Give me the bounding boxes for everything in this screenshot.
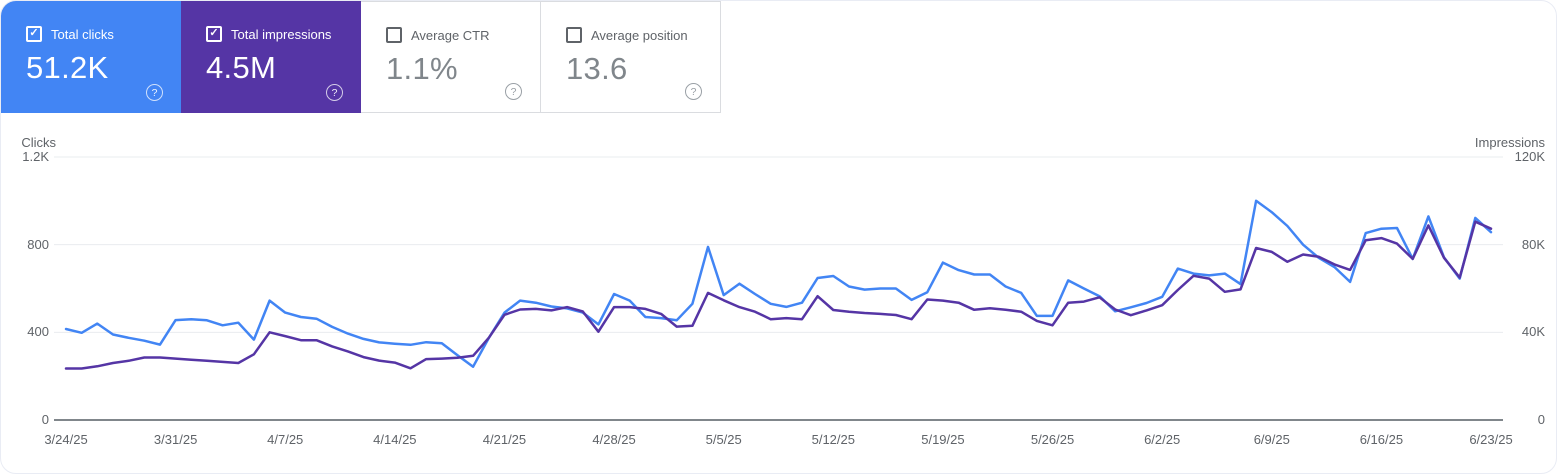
x-axis-tick: 5/12/25 bbox=[811, 432, 855, 447]
left-axis-tick: 800 bbox=[27, 236, 49, 252]
metric-cards-row: ✓ Total clicks 51.2K ? ✓ Total impressio… bbox=[1, 1, 721, 113]
metric-card-label: Total impressions bbox=[231, 26, 332, 42]
total-impressions-checkbox[interactable]: ✓ bbox=[206, 26, 222, 42]
x-axis-tick: 6/16/25 bbox=[1359, 432, 1404, 447]
check-icon: ✓ bbox=[29, 27, 39, 39]
x-axis-tick: 4/7/25 bbox=[267, 432, 304, 447]
x-axis-tick: 3/24/25 bbox=[44, 432, 88, 447]
x-axis-tick: 5/26/25 bbox=[1030, 432, 1075, 447]
check-icon: ✓ bbox=[209, 27, 219, 39]
x-axis-tick: 4/28/25 bbox=[592, 432, 636, 447]
left-axis-tick: 0 bbox=[41, 412, 49, 427]
metric-card-average-ctr[interactable]: ✓ Average CTR 1.1% ? bbox=[361, 1, 541, 113]
metric-card-value: 51.2K bbox=[26, 50, 109, 85]
help-icon[interactable]: ? bbox=[326, 84, 343, 101]
metric-card-label: Average position bbox=[591, 27, 688, 43]
x-axis-tick: 4/14/25 bbox=[373, 432, 417, 447]
right-axis-tick: 0 bbox=[1537, 412, 1545, 427]
help-icon[interactable]: ? bbox=[685, 83, 702, 100]
x-axis-tick: 5/19/25 bbox=[921, 432, 965, 447]
help-icon[interactable]: ? bbox=[505, 83, 522, 100]
x-axis-tick: 6/2/25 bbox=[1144, 432, 1181, 447]
average-position-checkbox[interactable]: ✓ bbox=[566, 27, 582, 43]
left-axis-tick: 1.2K bbox=[22, 149, 49, 164]
x-axis-tick: 4/21/25 bbox=[482, 432, 527, 447]
metric-card-label: Total clicks bbox=[51, 26, 114, 42]
metric-card-value: 13.6 bbox=[566, 51, 628, 86]
metric-card-value: 1.1% bbox=[386, 51, 458, 86]
total-impressions-line[interactable] bbox=[64, 220, 1493, 370]
x-axis-tick: 6/23/25 bbox=[1469, 432, 1513, 447]
left-axis-title: Clicks bbox=[21, 135, 56, 150]
metric-card-total-clicks[interactable]: ✓ Total clicks 51.2K ? bbox=[1, 1, 181, 113]
average-ctr-checkbox[interactable]: ✓ bbox=[386, 27, 402, 43]
total-clicks-line[interactable] bbox=[64, 199, 1493, 368]
metric-card-label: Average CTR bbox=[411, 27, 490, 43]
metric-card-average-position[interactable]: ✓ Average position 13.6 ? bbox=[541, 1, 721, 113]
x-axis-tick: 5/5/25 bbox=[705, 432, 742, 447]
x-axis-tick: 3/31/25 bbox=[153, 432, 198, 447]
x-axis-tick: 6/9/25 bbox=[1253, 432, 1290, 447]
left-axis-tick: 400 bbox=[27, 324, 49, 340]
right-axis-tick: 120K bbox=[1514, 149, 1545, 164]
metric-card-value: 4.5M bbox=[206, 50, 277, 85]
help-icon[interactable]: ? bbox=[146, 84, 163, 101]
right-axis-title: Impressions bbox=[1474, 135, 1545, 150]
right-axis-tick: 40K bbox=[1521, 324, 1545, 340]
total-clicks-checkbox[interactable]: ✓ bbox=[26, 26, 42, 42]
right-axis-tick: 80K bbox=[1521, 236, 1545, 252]
metric-card-total-impressions[interactable]: ✓ Total impressions 4.5M ? bbox=[181, 1, 361, 113]
